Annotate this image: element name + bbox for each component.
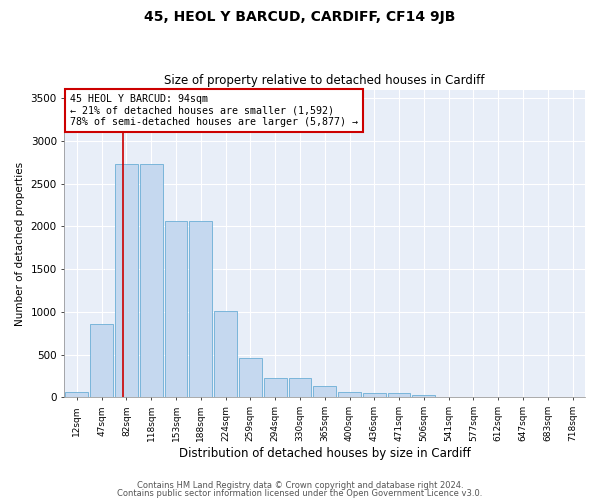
Text: Contains HM Land Registry data © Crown copyright and database right 2024.: Contains HM Land Registry data © Crown c… (137, 481, 463, 490)
Bar (190, 222, 212, 398)
Bar (289, 378, 311, 398)
Text: 45 HEOL Y BARCUD: 94sqm
← 21% of detached houses are smaller (1,592)
78% of semi: 45 HEOL Y BARCUD: 94sqm ← 21% of detache… (70, 94, 358, 128)
Bar (363, 393, 386, 398)
Bar (338, 392, 361, 398)
Bar (239, 358, 262, 398)
Bar (164, 222, 187, 398)
Bar (412, 396, 435, 398)
Bar (214, 311, 237, 398)
Text: 45, HEOL Y BARCUD, CARDIFF, CF14 9JB: 45, HEOL Y BARCUD, CARDIFF, CF14 9JB (145, 10, 455, 24)
Text: Contains public sector information licensed under the Open Government Licence v3: Contains public sector information licen… (118, 488, 482, 498)
Y-axis label: Number of detached properties: Number of detached properties (15, 162, 25, 326)
Bar (388, 393, 410, 398)
Bar (90, 324, 113, 398)
Bar (140, 164, 163, 398)
Bar (115, 164, 138, 398)
Bar (437, 396, 460, 398)
Title: Size of property relative to detached houses in Cardiff: Size of property relative to detached ho… (164, 74, 485, 87)
X-axis label: Distribution of detached houses by size in Cardiff: Distribution of detached houses by size … (179, 447, 470, 460)
Bar (264, 378, 287, 398)
Bar (313, 386, 336, 398)
Bar (65, 392, 88, 398)
